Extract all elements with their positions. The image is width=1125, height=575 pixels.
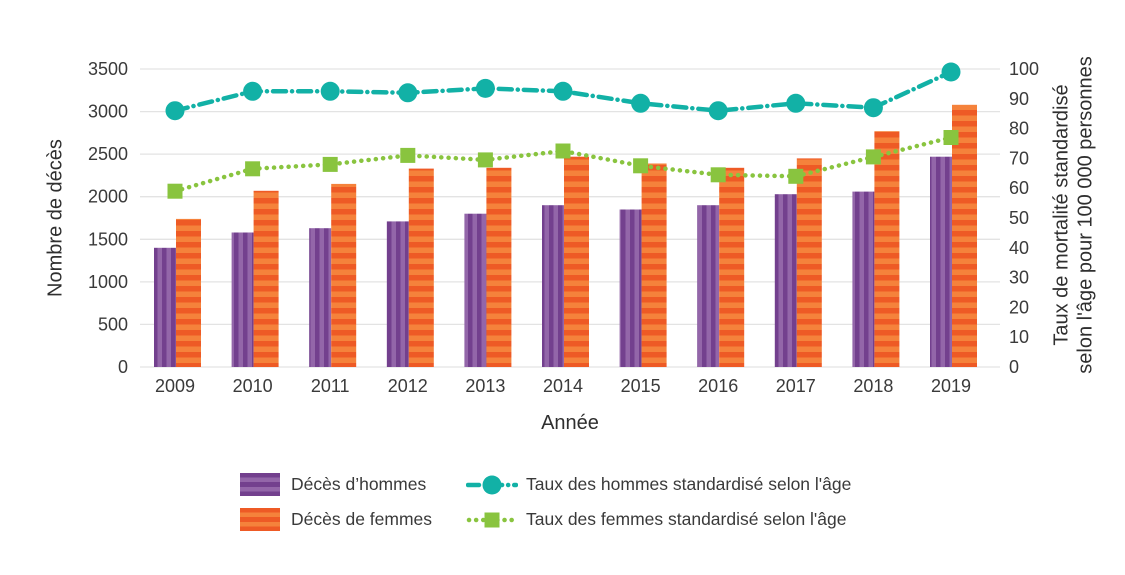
bar-femmes-2010 <box>253 190 279 367</box>
x-axis-tick-label: 2018 <box>853 376 893 396</box>
bar-femmes-2011 <box>331 183 357 367</box>
right-axis-tick-label: 50 <box>1009 208 1029 228</box>
x-axis-tick-label: 2016 <box>698 376 738 396</box>
bar-hommes-2016 <box>697 205 720 367</box>
bar-hommes-2009 <box>154 247 176 367</box>
legend-line-sample-taux-femmes <box>466 507 518 533</box>
marker-taux-femmes-2017 <box>788 168 804 184</box>
left-axis-tick-label: 500 <box>98 314 128 334</box>
bar-hommes-2010 <box>231 232 254 367</box>
legend-label-taux-femmes: Taux des femmes standardisé selon l'âge <box>526 509 847 529</box>
bar-femmes-2016 <box>719 167 745 367</box>
right-axis-tick-label: 70 <box>1009 148 1029 168</box>
bar-femmes-2019 <box>952 104 977 368</box>
right-axis-title-line2: selon l'âge pour 100 000 personnes <box>1075 56 1097 374</box>
bar-hommes-2014 <box>542 205 564 367</box>
bar-femmes-2012 <box>408 168 434 367</box>
marker-taux-femmes-2011 <box>322 156 338 172</box>
marker-taux-hommes-2017 <box>786 93 806 113</box>
left-axis-tick-label: 1500 <box>88 229 128 249</box>
right-axis-tick-label: 0 <box>1009 357 1019 377</box>
marker-taux-femmes-2012 <box>400 147 416 163</box>
combo-chart-svg: 0 500 1000 1500 2000 2500 3000 3500 0 10 20 30 40 50 6… <box>88 59 1039 396</box>
x-axis-tick-label: 2014 <box>543 376 583 396</box>
marker-taux-femmes-2009 <box>167 183 183 199</box>
marker-taux-hommes-2014 <box>553 81 573 101</box>
legend-label-deces-femmes: Décès de femmes <box>291 509 433 529</box>
bar-femmes-2009 <box>176 218 201 367</box>
bar-hommes-2013 <box>464 213 487 367</box>
right-axis-title-line1: Taux de mortalité standardisé <box>1050 84 1073 346</box>
x-axis-tick-label: 2013 <box>465 376 505 396</box>
marker-taux-hommes-2009 <box>165 101 185 121</box>
marker-taux-femmes-2019 <box>943 130 959 145</box>
marker-taux-hommes-2012 <box>398 83 418 103</box>
left-axis-tick-label: 3500 <box>88 59 128 79</box>
x-axis-tick-label: 2010 <box>233 376 273 396</box>
legend-line-sample-taux-hommes <box>466 472 518 498</box>
x-axis-tick-label: 2015 <box>621 376 661 396</box>
right-axis-tick-label: 60 <box>1009 178 1029 198</box>
legend-label-deces-hommes: Décès d’hommes <box>291 474 427 494</box>
marker-taux-femmes-2010 <box>245 161 261 177</box>
bar-hommes-2015 <box>619 209 642 367</box>
right-axis-tick-label: 30 <box>1009 268 1029 288</box>
left-axis-tick-label: 2500 <box>88 144 128 164</box>
right-axis-tick-label: 90 <box>1009 89 1029 109</box>
marker-taux-hommes-2010 <box>243 81 263 101</box>
bar-hommes-2018 <box>852 191 875 367</box>
x-axis-tick-label: 2017 <box>776 376 816 396</box>
legend-row-2: Décès de femmes Taux des femmes standard… <box>240 502 851 537</box>
legend-swatch-deces-femmes <box>240 508 280 531</box>
marker-taux-hommes-2013 <box>475 78 495 98</box>
marker-taux-hommes-2019 <box>941 62 961 82</box>
x-axis-tick-label: 2019 <box>931 376 971 396</box>
bar-hommes-2019 <box>930 156 952 367</box>
dotted-line-icon <box>466 512 518 527</box>
dash-dot-line-icon <box>466 475 518 494</box>
right-axis-tick-label: 40 <box>1009 238 1029 258</box>
legend-label-taux-hommes: Taux des hommes standardisé selon l'âge <box>526 474 852 494</box>
bar-hommes-2017 <box>774 194 797 367</box>
bar-femmes-2015 <box>641 163 667 367</box>
x-axis-tick-label: 2009 <box>155 376 195 396</box>
left-axis-title: Nombre de décès <box>44 139 67 297</box>
bar-hommes-2011 <box>309 228 332 367</box>
left-axis-tick-label: 2000 <box>88 187 128 207</box>
bar-hommes-2012 <box>386 221 409 367</box>
x-axis-title: Année <box>541 412 599 434</box>
marker-taux-femmes-2015 <box>633 158 649 174</box>
left-axis-tick-label: 1000 <box>88 272 128 292</box>
right-axis-tick-label: 80 <box>1009 119 1029 139</box>
left-axis-tick-label: 0 <box>118 357 128 377</box>
right-axis-tick-label: 10 <box>1009 327 1029 347</box>
marker-taux-hommes-2015 <box>631 93 651 113</box>
left-axis-tick-label: 3000 <box>88 102 128 122</box>
bar-femmes-2018 <box>874 131 900 367</box>
bar-femmes-2017 <box>796 158 822 367</box>
x-axis-tick-label: 2012 <box>388 376 428 396</box>
marker-taux-hommes-2011 <box>320 81 340 101</box>
right-axis-title: Taux de mortalité standardisé selon l'âg… <box>1050 56 1099 373</box>
marker-taux-femmes-2016 <box>710 167 726 183</box>
x-axis-tick-label: 2011 <box>311 376 350 396</box>
bar-femmes-2013 <box>486 167 512 367</box>
bar-femmes-2014 <box>564 156 589 367</box>
marker-taux-femmes-2018 <box>865 149 881 165</box>
marker-taux-femmes-2014 <box>555 143 571 159</box>
legend-row-1: Décès d’hommes Taux des hommes standardi… <box>240 467 851 502</box>
right-axis-tick-label: 20 <box>1009 297 1029 317</box>
marker-taux-femmes-2013 <box>477 152 493 168</box>
legend: Décès d’hommes Taux des hommes standardi… <box>240 467 851 537</box>
legend-swatch-deces-hommes <box>240 473 280 496</box>
marker-taux-hommes-2016 <box>708 101 728 121</box>
marker-taux-hommes-2018 <box>863 98 883 118</box>
right-axis-tick-label: 100 <box>1009 59 1039 79</box>
